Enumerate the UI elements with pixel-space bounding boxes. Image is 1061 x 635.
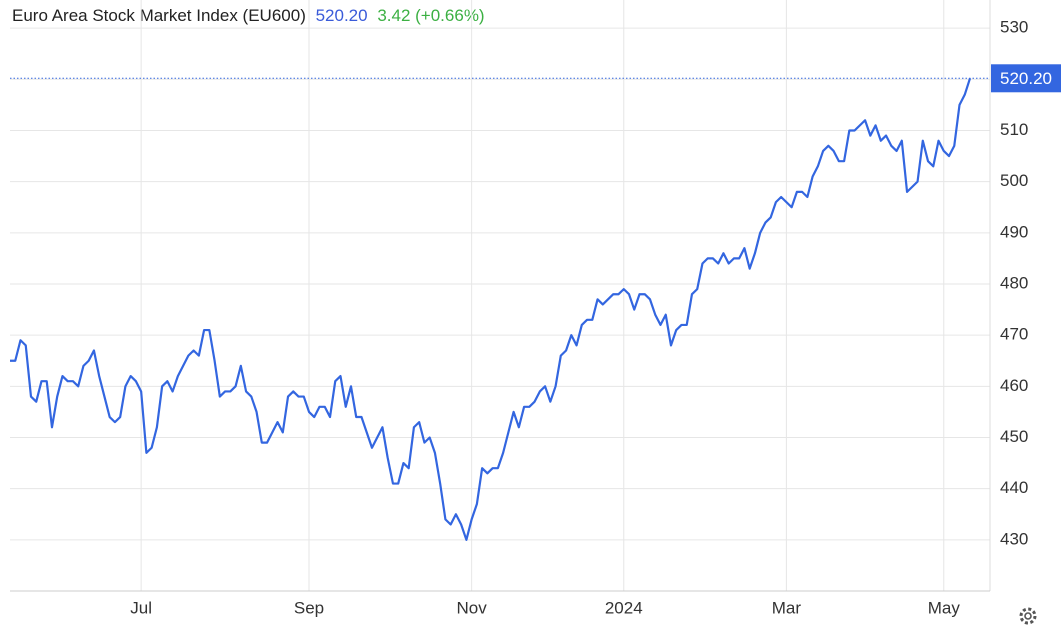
- y-tick-label: 470: [1000, 325, 1028, 344]
- y-tick-label: 530: [1000, 18, 1028, 37]
- y-tick-label: 450: [1000, 427, 1028, 446]
- last-price: 520.20: [316, 6, 368, 25]
- price-change: 3.42 (+0.66%): [377, 6, 484, 25]
- y-tick-label: 480: [1000, 273, 1028, 292]
- y-tick-label: 440: [1000, 478, 1028, 497]
- gear-teeth: [1019, 607, 1037, 625]
- x-tick-label: 2024: [605, 598, 643, 617]
- x-tick-label: Nov: [457, 598, 488, 617]
- x-tick-label: Mar: [772, 598, 802, 617]
- settings-icon[interactable]: [1019, 607, 1037, 625]
- y-tick-label: 490: [1000, 222, 1028, 241]
- chart-title: Euro Area Stock Market Index (EU600): [12, 6, 306, 25]
- y-tick-label: 460: [1000, 376, 1028, 395]
- x-tick-label: May: [928, 598, 961, 617]
- y-tick-label: 430: [1000, 529, 1028, 548]
- price-line: [10, 77, 972, 541]
- last-price-label: 520.20: [1000, 69, 1052, 88]
- y-tick-label: 500: [1000, 171, 1028, 190]
- y-tick-label: 510: [1000, 120, 1028, 139]
- x-tick-label: Jul: [130, 598, 152, 617]
- gear-hub: [1024, 612, 1032, 620]
- x-tick-label: Sep: [294, 598, 324, 617]
- chart-heading: Euro Area Stock Market Index (EU600) 520…: [12, 6, 485, 25]
- last-price-badge: [991, 64, 1061, 93]
